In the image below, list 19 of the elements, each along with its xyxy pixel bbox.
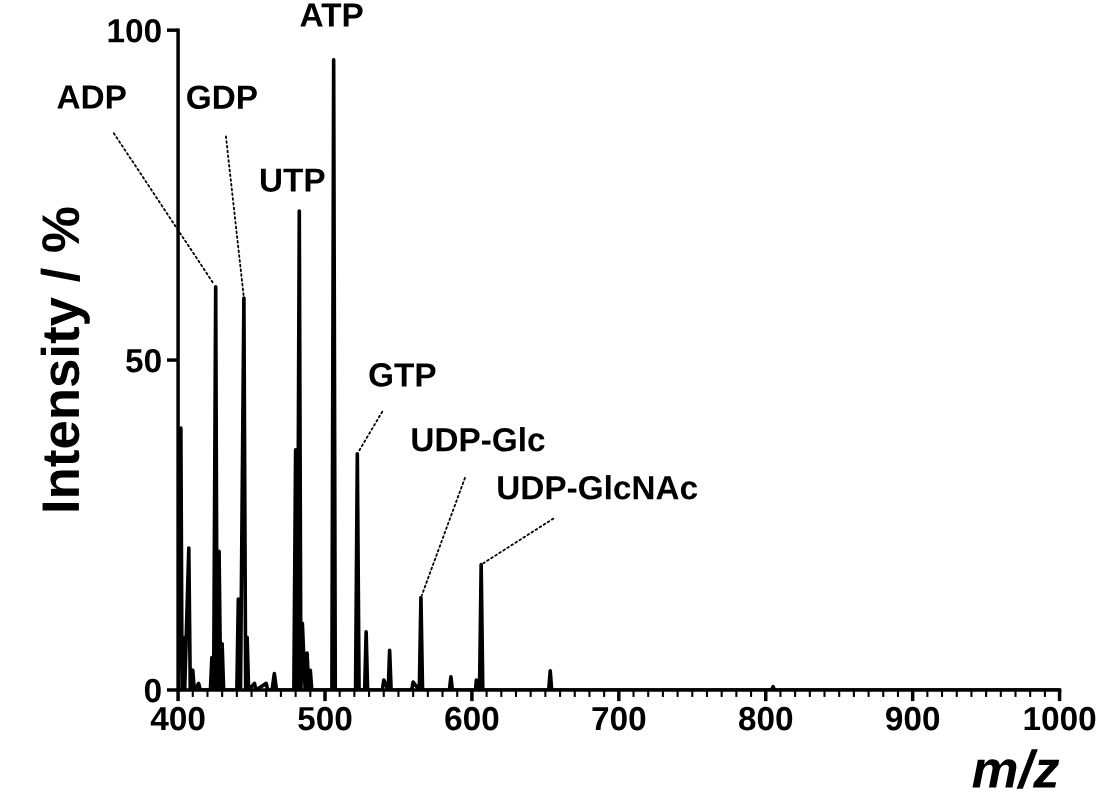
x-tick-label: 1000 xyxy=(1024,706,1096,731)
y-tick-label: 100 xyxy=(108,18,161,43)
annotation: GTP xyxy=(369,363,436,387)
annotation: GDP xyxy=(187,85,257,109)
annotation: UDP-Glc xyxy=(412,427,545,452)
x-tick-label: 800 xyxy=(739,706,793,731)
annotation: ATP xyxy=(300,3,363,27)
annotation: UDP-GlcNAc xyxy=(498,475,698,500)
y-tick-label: 0 xyxy=(144,678,161,703)
y-axis-title: Intensity / % xyxy=(40,207,90,511)
x-tick-label: 600 xyxy=(445,706,499,731)
x-tick-label: 400 xyxy=(150,706,205,731)
annotation: UTP xyxy=(260,168,325,192)
x-tick-label: 700 xyxy=(592,706,646,731)
x-tick-label: 900 xyxy=(886,706,940,731)
annotation: ADP xyxy=(57,85,126,109)
x-tick-label: 500 xyxy=(298,706,352,731)
y-tick-label: 50 xyxy=(126,348,161,373)
x-axis-title: m/z xyxy=(972,749,1060,789)
